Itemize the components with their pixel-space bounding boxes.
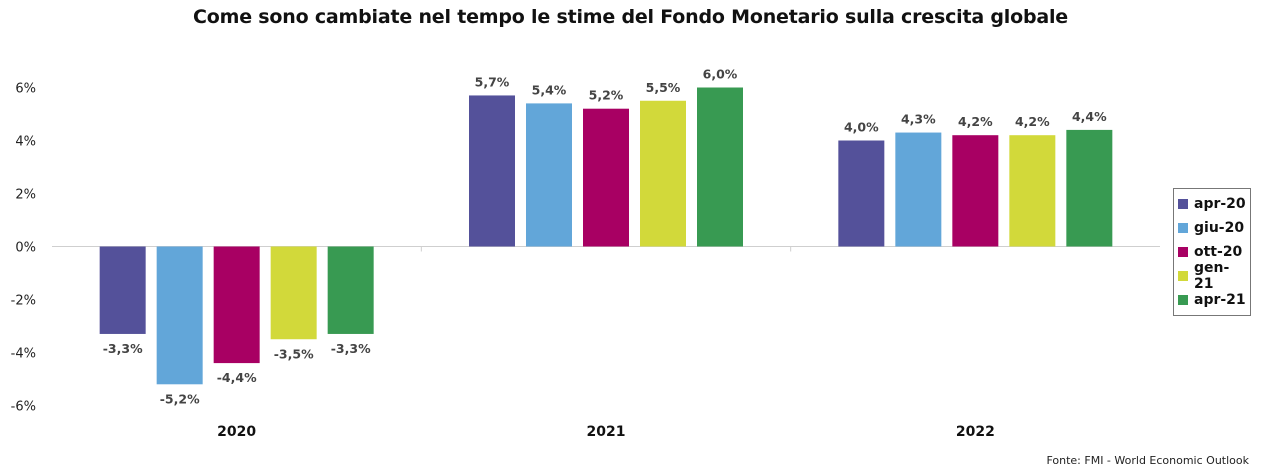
bar-gen-21-2022 (1009, 135, 1056, 247)
bar-ott-20-2021 (583, 108, 629, 247)
legend-item: apr-20 (1178, 192, 1246, 216)
y-tick-label: -2% (11, 294, 36, 309)
data-label: -3,5% (274, 346, 314, 361)
data-label: 4,2% (1015, 114, 1050, 129)
legend-label: gen-21 (1194, 260, 1230, 292)
bar-apr-21-2021 (697, 87, 743, 247)
bar-giu-20-2020 (156, 246, 203, 385)
chart-title: Come sono cambiate nel tempo le stime de… (193, 6, 1068, 28)
data-label: 4,3% (901, 112, 936, 127)
legend-item: giu-20 (1178, 216, 1246, 240)
y-tick-label: 4% (15, 135, 36, 150)
y-tick-label: -6% (11, 400, 36, 415)
data-label: 5,2% (589, 88, 624, 103)
legend-swatch (1178, 247, 1188, 257)
data-label: 4,4% (1072, 109, 1107, 124)
bar-ott-20-2020 (213, 246, 260, 364)
x-category-label: 2020 (217, 424, 256, 440)
chart-legend: apr-20 giu-20 ott-20 gen-21 apr-21 (1173, 188, 1251, 316)
bar-apr-20-2020 (99, 246, 146, 334)
legend-label: apr-21 (1194, 292, 1246, 308)
legend-swatch (1178, 199, 1188, 209)
source-note: Fonte: FMI - World Economic Outlook (1046, 454, 1249, 467)
data-label: 5,4% (532, 82, 567, 97)
bar-apr-20-2022 (838, 140, 885, 247)
legend-label: apr-20 (1194, 196, 1246, 212)
legend-label: giu-20 (1194, 220, 1245, 236)
y-tick-label: -4% (11, 347, 36, 362)
x-category-label: 2022 (956, 424, 995, 440)
data-label: 5,5% (646, 80, 681, 95)
data-label: -3,3% (331, 341, 371, 356)
data-label: 6,0% (703, 67, 738, 82)
y-tick-label: 2% (15, 188, 36, 203)
bar-apr-21-2020 (327, 246, 374, 334)
bar-apr-20-2021 (469, 95, 515, 247)
legend-label: ott-20 (1194, 244, 1243, 260)
data-label: -3,3% (103, 341, 143, 356)
data-label: 4,0% (844, 120, 879, 135)
data-label: 4,2% (958, 114, 993, 129)
x-category-label: 2021 (587, 424, 626, 440)
bar-giu-20-2021 (526, 103, 572, 247)
data-label: 5,7% (475, 74, 510, 89)
data-label: -5,2% (160, 391, 200, 406)
bar-gen-21-2020 (270, 246, 317, 340)
legend-item: apr-21 (1178, 288, 1246, 312)
legend-item: gen-21 (1178, 260, 1246, 292)
legend-item: ott-20 (1178, 240, 1246, 264)
legend-swatch (1178, 271, 1188, 281)
y-tick-label: 0% (15, 241, 36, 256)
y-tick-label: 6% (15, 82, 36, 97)
data-label: -4,4% (217, 370, 257, 385)
legend-swatch (1178, 223, 1188, 233)
bar-apr-21-2022 (1066, 129, 1113, 247)
bar-giu-20-2022 (895, 132, 942, 247)
bar-ott-20-2022 (952, 135, 999, 247)
bar-gen-21-2021 (640, 100, 686, 247)
legend-swatch (1178, 295, 1188, 305)
